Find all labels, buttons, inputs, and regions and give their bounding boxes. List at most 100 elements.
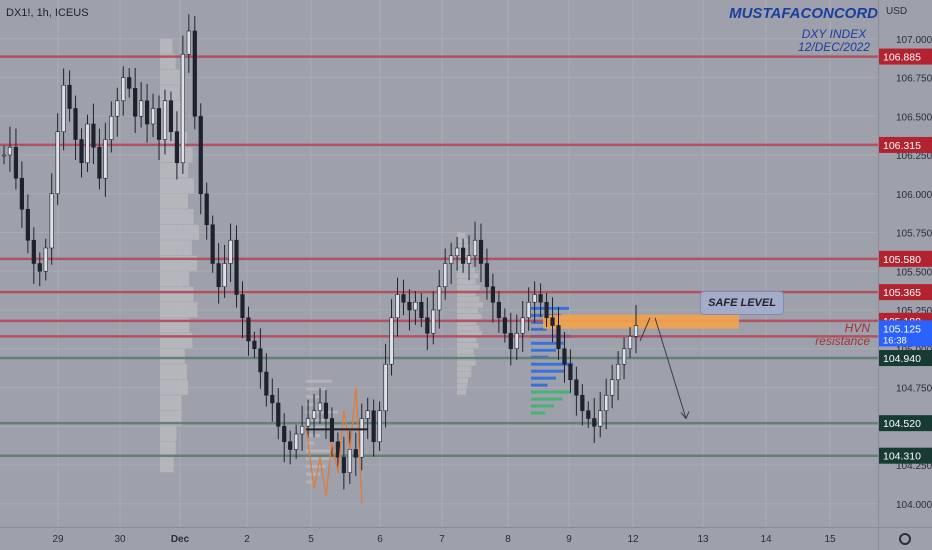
- x-tick-label: 5: [308, 534, 314, 545]
- volume-profile-bar-colored: [531, 320, 554, 324]
- volume-profile-bar: [160, 193, 189, 209]
- candle-body: [234, 239, 239, 295]
- safe-zone-box[interactable]: [543, 314, 739, 329]
- volume-profile-bar-colored: [531, 383, 548, 387]
- volume-profile-bar: [457, 284, 480, 291]
- volume-profile-bar-colored: [531, 397, 563, 401]
- volume-profile-bar: [160, 178, 194, 194]
- x-tick-label: 8: [505, 534, 511, 545]
- candle-body: [323, 402, 329, 419]
- volume-profile-bar: [160, 38, 173, 54]
- volume-profile-bar: [457, 296, 480, 302]
- candle-body: [478, 239, 484, 264]
- volume-profile-bar: [457, 308, 479, 314]
- candle-body: [311, 410, 317, 419]
- price-tag[interactable]: [879, 250, 932, 267]
- volume-profile-bar-colored: [531, 348, 556, 352]
- y-tick-label: 105.250: [896, 306, 932, 317]
- volume-profile-bar: [306, 457, 332, 461]
- resistance-label[interactable]: resistance: [815, 334, 870, 348]
- candle-body: [526, 301, 531, 319]
- candle-body: [91, 123, 96, 148]
- volume-profile-bar: [457, 279, 476, 285]
- volume-profile-bar: [160, 426, 177, 442]
- symbol-title[interactable]: DX1!, 1h, ICEUS: [6, 7, 89, 19]
- volume-profile-bar-colored: [531, 369, 565, 373]
- subtitle-date: 12/DEC/2022: [797, 40, 870, 54]
- candle-body: [180, 53, 185, 164]
- volume-profile-bar: [306, 418, 332, 422]
- safe-level-callout[interactable]: SAFE LEVEL: [700, 291, 784, 315]
- volume-profile-bar: [306, 434, 320, 437]
- candle-body: [37, 263, 42, 272]
- volume-profile-bar: [457, 348, 474, 355]
- volume-profile-bar: [457, 377, 469, 384]
- candle-body: [162, 100, 168, 140]
- volume-profile-bar: [160, 271, 190, 287]
- candle-body: [437, 286, 442, 311]
- volume-profile-bar: [306, 395, 320, 399]
- y-tick-label: 104.250: [896, 461, 932, 472]
- y-tick-label: 106.750: [896, 74, 932, 85]
- price-tag[interactable]: [879, 284, 932, 301]
- y-tick-label: 105.750: [896, 229, 932, 240]
- candle-body: [127, 77, 132, 89]
- projection-arrow[interactable]: [654, 317, 687, 419]
- volume-profile-bar-colored: [531, 411, 546, 415]
- volume-profile-bar: [306, 410, 338, 414]
- candle-body: [270, 394, 275, 404]
- current-price-tag[interactable]: [879, 320, 932, 347]
- candle-body: [133, 88, 138, 117]
- candle-body: [25, 208, 30, 241]
- candle-body: [252, 340, 257, 350]
- x-tick-label: 12: [627, 534, 639, 545]
- candle-body: [568, 363, 573, 381]
- y-tick-label: 104.750: [896, 384, 932, 395]
- candle-body: [574, 379, 579, 396]
- candle-body: [198, 115, 203, 195]
- candle-body: [401, 294, 406, 303]
- volume-profile-bar: [306, 441, 314, 445]
- candle-body: [43, 247, 48, 272]
- candle-body: [79, 139, 84, 164]
- candle-body: [204, 193, 209, 226]
- volume-profile-bar: [160, 441, 176, 457]
- candle-body: [508, 332, 513, 350]
- volume-profile-bar: [306, 426, 326, 430]
- current-price-label: 105.125: [883, 323, 921, 335]
- price-tag[interactable]: [879, 447, 932, 464]
- candle-body: [365, 410, 370, 419]
- volume-profile-bar: [160, 457, 174, 473]
- candle-body: [460, 247, 466, 264]
- volume-profile-bar: [160, 379, 189, 395]
- price-tag-label: 104.940: [883, 353, 921, 365]
- volume-profile-bar: [457, 238, 468, 244]
- hvn-label[interactable]: HVN: [844, 321, 870, 335]
- price-tag[interactable]: [879, 350, 932, 367]
- candle-body: [431, 309, 436, 334]
- price-tag[interactable]: [879, 48, 932, 65]
- x-tick-label: Dec: [171, 534, 190, 545]
- candle-body: [466, 255, 472, 264]
- volume-profile-bar-colored: [531, 390, 571, 394]
- settings-gear-icon[interactable]: [899, 533, 911, 545]
- candle-body: [210, 224, 215, 264]
- price-tag[interactable]: [879, 136, 932, 153]
- candle-body: [73, 108, 78, 140]
- candle-body: [61, 84, 66, 133]
- overlay-line: [305, 387, 363, 504]
- candle-body: [317, 402, 323, 412]
- candle-body: [240, 294, 245, 319]
- volume-profile-bar: [457, 342, 479, 349]
- volume-profile-bar: [160, 85, 180, 101]
- candle-body: [389, 317, 394, 365]
- subtitle-index: DXY INDEX: [801, 27, 867, 41]
- candle-body: [520, 317, 525, 334]
- candle-body: [341, 456, 346, 474]
- price-tag[interactable]: [879, 415, 932, 432]
- candle-body: [168, 100, 174, 133]
- candle-body: [139, 100, 144, 117]
- volume-profile-bar: [457, 313, 482, 320]
